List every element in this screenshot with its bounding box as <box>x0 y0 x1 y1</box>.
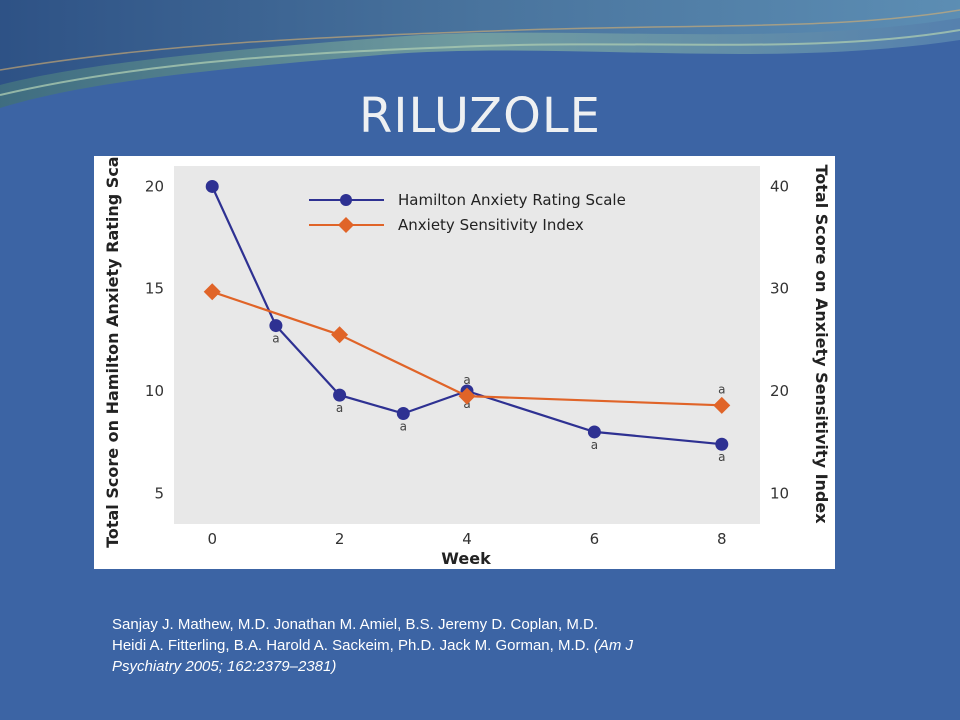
right-tick-label-10: 10 <box>770 484 789 502</box>
slide-title: RILUZOLE <box>359 88 601 144</box>
legend-label-asi: Anxiety Sensitivity Index <box>398 216 584 234</box>
citation-journal-open: (Am J <box>593 637 633 654</box>
x-tick-label-8: 8 <box>717 530 727 548</box>
legend-label-hamilton: Hamilton Anxiety Rating Scale <box>398 191 626 209</box>
legend-marker-hamilton <box>340 194 352 206</box>
asi-point-week-8 <box>713 396 731 414</box>
citation-line-1: Sanjay J. Mathew, M.D. Jonathan M. Amiel… <box>112 616 599 633</box>
hamilton-significance-week-3: a <box>400 420 407 434</box>
left-tick-label-20: 20 <box>145 177 164 195</box>
series-layer: aaaaaaaa <box>203 179 731 464</box>
citation-authors-2: Heidi A. Fitterling, B.A. Harold A. Sack… <box>112 637 594 654</box>
asi-point-week-2 <box>331 326 349 344</box>
hamilton-significance-week-8: a <box>718 450 725 464</box>
hamilton-significance-week-6: a <box>591 438 598 452</box>
x-tick-label-4: 4 <box>462 530 472 548</box>
right-tick-label-40: 40 <box>770 177 789 195</box>
left-tick-label-10: 10 <box>145 382 164 400</box>
asi-significance-week-4: a <box>463 373 470 387</box>
asi-point-week-0 <box>203 283 221 301</box>
x-tick-label-0: 0 <box>207 530 217 548</box>
citation-journal: Psychiatry 2005; 162:2379–2381) <box>112 658 337 675</box>
left-tick-label-5: 5 <box>154 484 164 502</box>
legend: Hamilton Anxiety Rating Scale Anxiety Se… <box>309 191 626 234</box>
hamilton-significance-week-1: a <box>272 332 279 346</box>
right-axis-ticks: 10 20 30 40 <box>770 177 789 502</box>
line-chart: 5 10 15 20 10 20 30 40 0 2 4 6 8 Total Score on Ha… <box>94 156 835 569</box>
left-axis-ticks: 5 10 15 20 <box>145 177 164 502</box>
x-axis-title: Week <box>441 549 491 568</box>
citation-line-2: Heidi A. Fitterling, B.A. Harold A. Sack… <box>112 635 792 656</box>
hamilton-significance-week-2: a <box>336 401 343 415</box>
right-axis-title: Total Score on Anxiety Sensitivity Index <box>812 164 831 524</box>
hamilton-point-week-6 <box>587 425 601 439</box>
right-tick-label-30: 30 <box>770 280 789 298</box>
x-tick-label-2: 2 <box>335 530 345 548</box>
series-line-asi <box>211 290 722 407</box>
plot-area <box>174 166 760 524</box>
citation: Sanjay J. Mathew, M.D. Jonathan M. Amiel… <box>112 614 792 677</box>
x-tick-label-6: 6 <box>590 530 600 548</box>
hamilton-point-week-1 <box>269 319 283 333</box>
left-axis-title: Total Score on Hamilton Anxiety Rating S… <box>103 156 122 548</box>
left-tick-label-15: 15 <box>145 280 164 298</box>
asi-point-week-4 <box>458 387 476 405</box>
hamilton-point-week-0 <box>205 179 219 193</box>
legend-marker-asi <box>338 217 354 233</box>
x-axis-ticks: 0 2 4 6 8 <box>207 530 726 548</box>
right-tick-label-20: 20 <box>770 382 789 400</box>
hamilton-point-week-2 <box>333 388 347 402</box>
asi-significance-week-8: a <box>718 382 725 396</box>
hamilton-point-week-8 <box>715 437 729 451</box>
hamilton-point-week-3 <box>396 407 410 421</box>
